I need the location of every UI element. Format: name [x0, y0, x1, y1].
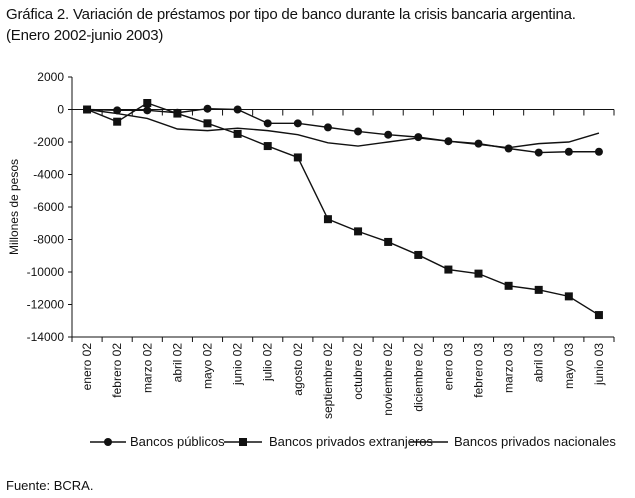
data-point-square — [414, 250, 423, 259]
data-point-circle — [474, 139, 483, 148]
data-point-circle — [504, 144, 513, 153]
x-tick-label: diciembre 02 — [411, 343, 425, 412]
x-tick-label: marzo 02 — [140, 343, 154, 393]
x-tick-label: mayo 02 — [201, 343, 215, 389]
data-point-square — [534, 285, 543, 294]
series-line-2 — [86, 102, 600, 316]
data-point-square — [354, 227, 363, 236]
legend-marker-circle — [104, 438, 112, 446]
x-tick-label: febrero 03 — [472, 343, 486, 398]
data-point-circle — [293, 119, 302, 128]
data-point-square — [293, 153, 302, 162]
y-tick-label: -4000 — [33, 168, 64, 182]
data-point-circle — [263, 119, 272, 128]
y-tick-label: -12000 — [27, 298, 65, 312]
x-tick-label: junio 03 — [592, 343, 606, 386]
data-point-circle — [113, 106, 122, 115]
figure-title-line1: Gráfica 2. Variación de préstamos por ti… — [6, 6, 576, 23]
data-point-square — [233, 129, 242, 138]
x-tick-label: abril 03 — [532, 343, 546, 383]
figure-title: Gráfica 2. Variación de préstamos por ti… — [6, 4, 576, 46]
series-line-3 — [86, 108, 600, 149]
data-point-circle — [354, 127, 363, 136]
data-point-circle — [203, 104, 212, 113]
y-tick-label: -8000 — [33, 233, 64, 247]
y-tick-label: 2000 — [37, 70, 64, 84]
legend-marker-square — [239, 438, 247, 446]
figure-source: Fuente: BCRA. — [6, 478, 94, 493]
data-point-square — [143, 99, 152, 107]
x-tick-label: mayo 03 — [562, 343, 576, 389]
data-point-square — [474, 269, 483, 278]
data-point-circle — [594, 147, 603, 156]
figure-title-line2: (Enero 2002-junio 2003) — [6, 27, 164, 44]
y-tick-label: -14000 — [27, 330, 65, 344]
data-point-circle — [534, 148, 543, 157]
data-point-circle — [414, 133, 423, 142]
data-point-square — [384, 237, 393, 246]
x-tick-label: enero 03 — [441, 343, 455, 391]
data-point-circle — [384, 130, 393, 139]
y-tick-label: 0 — [57, 103, 64, 117]
data-point-square — [564, 292, 573, 301]
data-point-square — [594, 311, 603, 320]
data-point-square — [263, 142, 272, 151]
legend-label-1: Bancos públicos — [130, 434, 225, 449]
x-tick-label: agosto 02 — [291, 343, 305, 396]
x-tick-label: enero 02 — [80, 343, 94, 391]
data-point-square — [444, 265, 453, 274]
x-tick-label: octubre 02 — [351, 343, 365, 400]
data-point-square — [173, 109, 182, 118]
x-tick-label: julio 02 — [261, 343, 275, 382]
y-axis-title: Millones de pesos — [7, 159, 21, 255]
x-tick-label: junio 02 — [231, 343, 245, 386]
data-point-circle — [564, 147, 573, 156]
data-point-square — [113, 117, 122, 126]
data-point-circle — [233, 105, 242, 114]
y-tick-label: -2000 — [33, 135, 64, 149]
y-tick-label: -6000 — [33, 200, 64, 214]
y-tick-label: -10000 — [27, 265, 65, 279]
x-tick-label: marzo 03 — [502, 343, 516, 393]
x-tick-label: noviembre 02 — [381, 343, 395, 416]
data-point-square — [323, 215, 332, 224]
legend-label-2: Bancos privados extranjeros — [269, 434, 434, 449]
legend-label-3: Bancos privados nacionales — [454, 434, 616, 449]
data-point-square — [203, 119, 212, 128]
x-tick-label: abril 02 — [170, 343, 184, 383]
x-tick-label: febrero 02 — [110, 343, 124, 398]
data-point-circle — [323, 123, 332, 132]
x-tick-label: septiembre 02 — [321, 343, 335, 419]
data-point-square — [504, 281, 513, 290]
data-point-circle — [143, 106, 152, 115]
